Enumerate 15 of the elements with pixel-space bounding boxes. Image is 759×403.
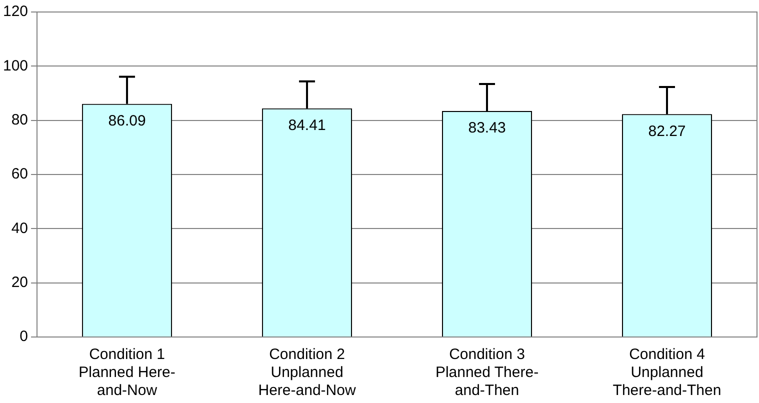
x-tick-label: Condition 1 Planned Here- and-Now: [78, 346, 176, 400]
y-tick-label: 40: [11, 220, 28, 237]
y-tick-label: 0: [20, 328, 28, 346]
data-label: 86.09: [108, 112, 146, 130]
y-tick-label: 20: [11, 274, 28, 291]
y-tick-label: 100: [2, 57, 28, 74]
y-tick-label: 120: [2, 3, 28, 20]
data-label: 82.27: [648, 122, 686, 140]
y-tick-label: 80: [11, 111, 28, 128]
x-tick-label: Condition 2 Unplanned Here-and-Now: [258, 346, 356, 400]
data-label: 84.41: [288, 117, 326, 134]
y-tick-label: 60: [11, 166, 28, 183]
x-tick-label: Condition 3 Planned There- and-Then: [435, 346, 539, 400]
data-label: 83.43: [468, 120, 506, 137]
x-tick-label: Condition 4 Unplanned There-and-Then: [612, 346, 722, 400]
